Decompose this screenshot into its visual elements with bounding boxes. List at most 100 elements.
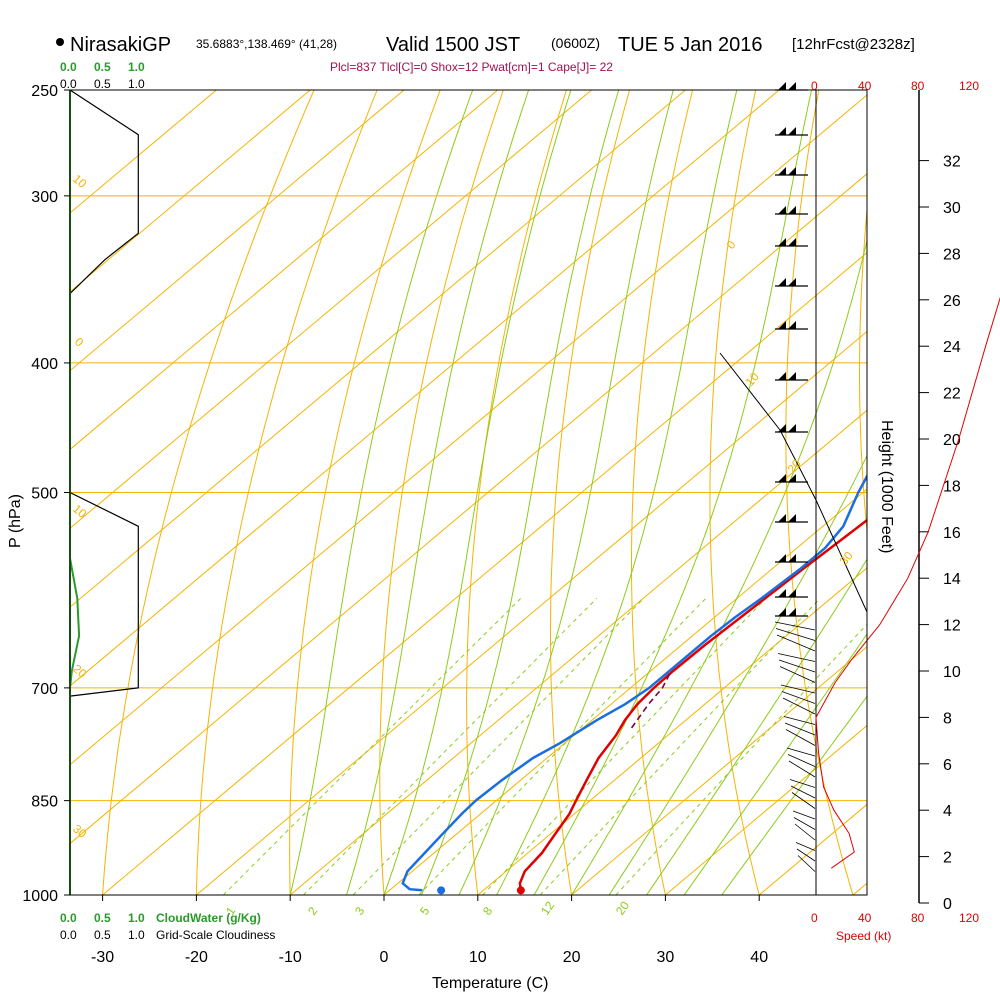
height-tick-label: 12 xyxy=(943,618,961,635)
wind-barb-flag-icon xyxy=(778,127,796,135)
isotherm-label: 20 xyxy=(785,456,805,475)
x-tick-label: 0 xyxy=(380,949,389,966)
wind-barb-icon xyxy=(779,666,816,683)
height-tick-label: 8 xyxy=(943,710,952,727)
wind-speed-line xyxy=(815,296,1000,869)
background-grid xyxy=(70,90,867,895)
speed-tick-top: 80 xyxy=(911,79,925,93)
y-tick-label: 250 xyxy=(31,83,58,100)
wind-barb-icon xyxy=(774,621,816,631)
x-axis-title: Temperature (C) xyxy=(432,975,548,992)
speed-tick-top: 120 xyxy=(959,79,979,93)
x-tick-label: 30 xyxy=(657,949,675,966)
y-axis-title: P (hPa) xyxy=(7,494,24,548)
speed-axis-label: Speed (kt) xyxy=(836,929,891,943)
mixing-ratio-line xyxy=(222,598,522,895)
isotherm-line xyxy=(70,90,499,451)
wind-barb-flag-icon xyxy=(778,514,796,522)
x-tick-label: 40 xyxy=(750,949,768,966)
isotherm-line xyxy=(477,567,867,895)
height-tick-label: 14 xyxy=(943,571,961,588)
mixing-ratio-label: 2 xyxy=(305,904,320,918)
dry-adiabat-line xyxy=(195,90,378,895)
dry-adiabat-label: 10 xyxy=(70,172,89,192)
station-dot-icon xyxy=(56,38,64,46)
speed-tick-top: 0 xyxy=(811,79,818,93)
wind-barb-flag-icon xyxy=(778,372,796,380)
height-tick-label: 16 xyxy=(943,525,961,542)
dry-adiabat-label: 30 xyxy=(70,822,89,842)
surface-temperature-point xyxy=(516,886,525,895)
y-tick-label: 400 xyxy=(31,356,58,373)
temperature-line xyxy=(518,518,867,891)
dry-adiabat-label: 0 xyxy=(72,335,86,350)
valid-zulu: (0600Z) xyxy=(551,35,600,51)
mixing-ratio-label: 8 xyxy=(480,904,495,918)
cloudwater-tick-bottom: 0.0 xyxy=(60,911,77,925)
cloudiness-tick-bottom: 0.5 xyxy=(94,928,111,942)
speed-tick-bottom: 120 xyxy=(959,911,979,925)
x-tick-label: -30 xyxy=(91,949,114,966)
wind-barb-icon xyxy=(789,779,816,788)
moist-adiabat-line xyxy=(533,90,812,895)
wind-barb-icon xyxy=(778,659,816,673)
wind-barb-icon xyxy=(780,684,816,694)
wind-barb-icon xyxy=(791,792,816,809)
height-tick-label: 30 xyxy=(943,200,961,217)
wind-barb-icon xyxy=(797,855,816,872)
valid-date: TUE 5 Jan 2016 xyxy=(618,34,763,56)
y-tick-label: 1000 xyxy=(22,888,58,905)
x-tick-label: 10 xyxy=(469,949,487,966)
isotherm-line xyxy=(70,90,311,293)
dry-adiabat-line xyxy=(858,205,867,536)
height-tick-label: 28 xyxy=(943,246,961,263)
wind-barb-flag-icon xyxy=(778,608,796,616)
height-tick-label: 0 xyxy=(943,896,952,913)
wind-barb-flag-icon xyxy=(778,554,796,562)
dry-adiabat-line xyxy=(550,90,630,895)
wind-barb-flag-icon xyxy=(778,474,796,482)
height-tick-label: 32 xyxy=(943,154,961,171)
dry-adiabat-line xyxy=(466,90,567,895)
wind-barb-flag-icon xyxy=(778,424,796,432)
wind-barb-flag-icon xyxy=(778,589,796,597)
mixing-ratio-label: 12 xyxy=(538,898,557,917)
wind-barb-flag-icon xyxy=(778,278,796,286)
wind-barb-icon xyxy=(786,747,816,757)
moist-adiabat-line xyxy=(289,90,474,895)
mixing-ratio-line xyxy=(303,598,598,895)
y-tick-label: 500 xyxy=(31,486,58,503)
forecast-info: [12hrFcst@2328z] xyxy=(792,36,915,53)
valid-time: Valid 1500 JST xyxy=(386,34,520,56)
cloudwater-tick-top: 1.0 xyxy=(128,60,145,74)
speed-tick-bottom: 80 xyxy=(911,911,925,925)
height-tick-label: 22 xyxy=(943,386,961,403)
mixing-ratio-line xyxy=(482,598,767,895)
y-tick-label: 700 xyxy=(31,681,58,698)
wind-barb-icon xyxy=(792,810,816,820)
wind-barb-icon xyxy=(793,817,816,830)
dry-adiabat-line xyxy=(102,90,315,895)
moist-adiabat-line xyxy=(683,633,867,895)
y-tick-label: 300 xyxy=(31,189,58,206)
dry-adiabat-line xyxy=(709,90,760,895)
mixing-ratio-line xyxy=(539,598,821,895)
wind-barb-flag-icon xyxy=(778,167,796,175)
station-coords: 35.6883°,138.469° (41,28) xyxy=(196,37,337,51)
moist-adiabat-line xyxy=(571,238,867,895)
cloudwater-tick-top: 0.0 xyxy=(60,60,77,74)
height-axis-label: Height (1000 Feet) xyxy=(878,420,895,553)
isotherm-label: 0 xyxy=(724,238,739,252)
wind-barb-icon xyxy=(790,785,816,799)
cloudwater-tick-bottom: 0.5 xyxy=(94,911,111,925)
right-scale-labels: 0 40 80 120 0 40 80 120 Speed (kt) Heigh… xyxy=(811,79,979,943)
wind-barb-flag-icon xyxy=(778,206,796,214)
height-tick-label: 4 xyxy=(943,803,952,820)
moist-adiabat-line xyxy=(383,90,572,895)
wind-barb-icon xyxy=(787,754,816,767)
dry-adiabat-line xyxy=(631,90,694,895)
isotherm-line xyxy=(70,90,405,372)
wind-barb-icon xyxy=(782,697,816,715)
dewpoint-line xyxy=(401,473,867,892)
